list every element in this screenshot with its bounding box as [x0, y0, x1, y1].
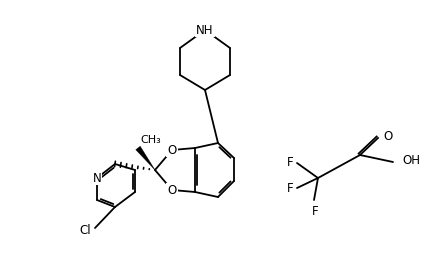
Text: F: F [312, 205, 318, 218]
Text: O: O [167, 184, 177, 196]
Text: F: F [286, 181, 293, 195]
Text: Cl: Cl [79, 224, 91, 236]
Text: F: F [286, 157, 293, 169]
Text: O: O [167, 143, 177, 157]
Polygon shape [136, 146, 155, 170]
Text: CH₃: CH₃ [140, 135, 161, 145]
Text: O: O [383, 131, 392, 143]
Text: NH: NH [196, 24, 214, 36]
Text: N: N [93, 172, 101, 184]
Text: OH: OH [402, 154, 420, 168]
